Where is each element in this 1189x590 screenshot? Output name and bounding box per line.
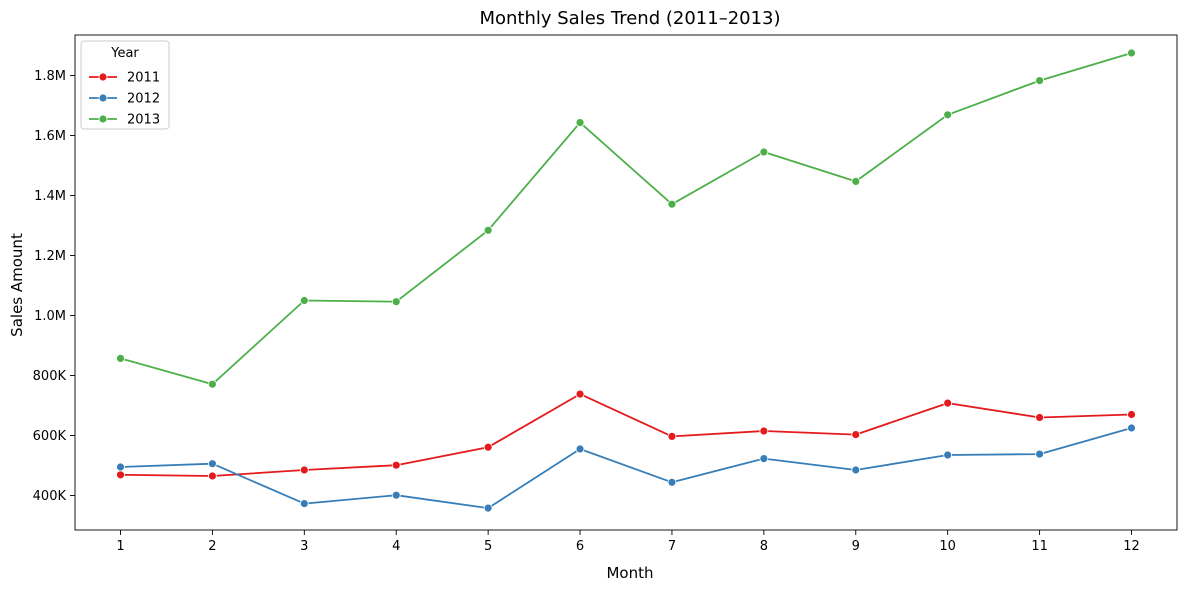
x-tick-label: 2 bbox=[208, 539, 216, 554]
data-point bbox=[943, 450, 953, 460]
legend-label: 2013 bbox=[127, 113, 160, 128]
series-2011 bbox=[116, 389, 1136, 481]
x-tick-label: 8 bbox=[760, 539, 768, 554]
data-point bbox=[116, 470, 125, 480]
y-tick-label: 400K bbox=[33, 489, 67, 504]
y-tick-label: 600K bbox=[33, 429, 67, 444]
data-point bbox=[299, 499, 309, 509]
y-tick-label: 800K bbox=[33, 369, 67, 384]
x-tick-label: 12 bbox=[1123, 539, 1140, 554]
data-point bbox=[1127, 48, 1136, 58]
data-point bbox=[667, 199, 677, 209]
series-2013 bbox=[116, 48, 1136, 389]
x-axis-title: Month bbox=[606, 564, 653, 582]
x-tick-label: 5 bbox=[484, 539, 492, 554]
data-point bbox=[208, 471, 217, 481]
y-tick-label: 1.8M bbox=[34, 69, 66, 84]
data-point bbox=[851, 430, 861, 440]
data-point bbox=[116, 462, 125, 472]
data-point bbox=[391, 490, 401, 500]
data-point bbox=[943, 110, 953, 120]
legend-marker bbox=[98, 114, 108, 124]
data-point bbox=[667, 431, 677, 441]
data-point bbox=[391, 297, 401, 307]
y-tick-label: 1.4M bbox=[34, 189, 66, 204]
data-point bbox=[483, 225, 493, 235]
data-point bbox=[575, 444, 585, 454]
data-point bbox=[299, 465, 309, 475]
data-point bbox=[116, 353, 125, 363]
data-point bbox=[299, 296, 309, 305]
data-point bbox=[759, 454, 769, 464]
series-line-2011 bbox=[120, 393, 1132, 477]
data-point bbox=[575, 118, 585, 127]
y-tick-label: 1.0M bbox=[34, 309, 66, 324]
data-point bbox=[483, 503, 493, 513]
chart-title: Monthly Sales Trend (2011–2013) bbox=[479, 8, 780, 29]
data-point bbox=[391, 460, 401, 470]
x-tick-label: 9 bbox=[852, 539, 860, 554]
data-point bbox=[208, 379, 217, 389]
plot-frame bbox=[74, 34, 1178, 531]
x-tick-label: 4 bbox=[392, 539, 400, 554]
data-point bbox=[1035, 76, 1044, 85]
x-tick-label: 1 bbox=[116, 539, 124, 554]
x-tick-label: 7 bbox=[668, 539, 676, 554]
legend-title: Year bbox=[110, 46, 139, 61]
data-point bbox=[1127, 410, 1136, 419]
legend-entry-2011: 2011 bbox=[89, 71, 160, 86]
data-point bbox=[667, 477, 677, 487]
legend: Year 2011 2012 2013 bbox=[80, 40, 170, 130]
series-2012 bbox=[116, 423, 1136, 513]
legend-entry-2013: 2013 bbox=[89, 113, 160, 128]
data-point bbox=[208, 459, 217, 469]
y-tick-label: 1.2M bbox=[34, 249, 66, 264]
series-line-2012 bbox=[120, 427, 1132, 510]
x-tick-label: 3 bbox=[300, 539, 308, 554]
plot-area: 1 2 3 4 5 6 7 8 9 10 11 12400K600K800K1.0M1.2M1.4M1… bbox=[33, 34, 1178, 554]
legend-label: 2012 bbox=[127, 92, 160, 107]
y-tick-label: 1.6M bbox=[34, 129, 66, 144]
data-point bbox=[759, 426, 769, 436]
legend-label: 2011 bbox=[127, 71, 160, 86]
data-point bbox=[575, 389, 585, 399]
x-tick-label: 11 bbox=[1031, 539, 1048, 554]
series-line-2013 bbox=[120, 52, 1132, 386]
data-point bbox=[1127, 423, 1136, 433]
legend-entry-2012: 2012 bbox=[89, 92, 160, 107]
data-point bbox=[759, 147, 769, 157]
y-axis-title: Sales Amount bbox=[8, 233, 26, 337]
legend-marker bbox=[98, 93, 108, 103]
legend-box bbox=[80, 40, 170, 130]
data-point bbox=[1035, 413, 1044, 422]
data-point bbox=[943, 398, 953, 408]
data-point bbox=[851, 176, 861, 186]
legend-marker bbox=[98, 72, 108, 82]
x-tick-label: 10 bbox=[939, 539, 956, 554]
x-tick-label: 6 bbox=[576, 539, 584, 554]
data-point bbox=[851, 465, 861, 475]
data-point bbox=[483, 442, 493, 452]
data-point bbox=[1035, 449, 1044, 459]
